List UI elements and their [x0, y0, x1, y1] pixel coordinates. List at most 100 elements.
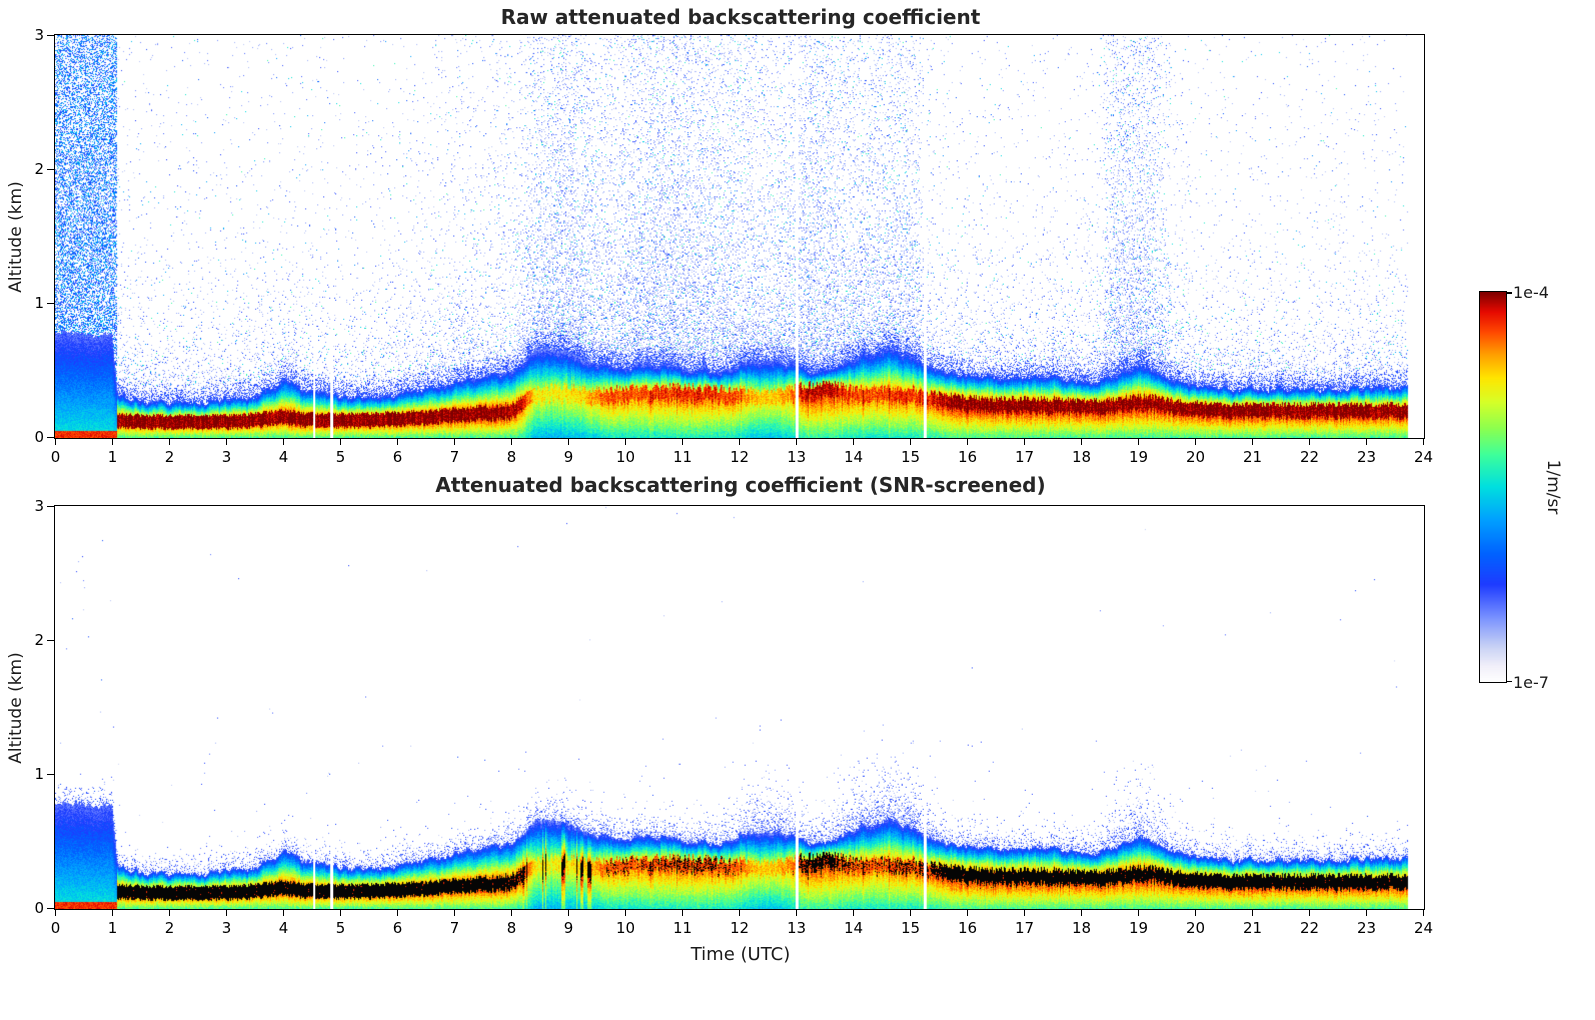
y-axis-label-raw: Altitude (km) — [6, 181, 26, 293]
x-tick — [168, 910, 171, 916]
x-tick-label: 4 — [278, 448, 289, 466]
y-tick — [47, 436, 54, 439]
x-tick — [54, 439, 57, 445]
y-tick-label: 1 — [34, 764, 44, 783]
colorbar-min-tick-label: 1e-7 — [1513, 673, 1549, 692]
x-tick-label: 7 — [449, 919, 460, 937]
x-tick-label: 2 — [164, 919, 175, 937]
x-tick-label: 3 — [221, 919, 232, 937]
x-tick — [567, 439, 570, 445]
panel-title-screened: Attenuated backscattering coefficient (S… — [435, 473, 1046, 497]
x-tick — [510, 910, 513, 916]
x-tick — [1023, 439, 1026, 445]
x-tick — [1308, 439, 1311, 445]
y-tick — [47, 34, 54, 37]
x-tick-label: 8 — [506, 448, 517, 466]
x-tick — [54, 910, 57, 916]
x-tick — [909, 439, 912, 445]
x-tick — [738, 910, 741, 916]
x-tick-label: 9 — [563, 919, 574, 937]
x-axis-label: Time (UTC) — [690, 944, 791, 965]
x-tick — [966, 439, 969, 445]
x-tick — [396, 910, 399, 916]
raw-heatmap-canvas — [55, 35, 1424, 438]
x-tick-label: 20 — [1185, 448, 1206, 466]
x-tick-label: 12 — [729, 919, 750, 937]
x-tick-label: 24 — [1413, 919, 1434, 937]
x-tick-label: 17 — [1014, 919, 1035, 937]
colorbar — [1479, 291, 1507, 683]
x-tick-label: 12 — [729, 448, 750, 466]
x-tick-label: 6 — [392, 448, 403, 466]
x-tick — [339, 910, 342, 916]
colorbar-units-label: 1/m/sr — [1543, 459, 1563, 515]
x-tick — [510, 439, 513, 445]
x-tick-label: 22 — [1299, 919, 1320, 937]
x-tick-label: 5 — [335, 448, 346, 466]
x-tick — [1137, 910, 1140, 916]
x-tick-label: 14 — [843, 448, 864, 466]
screened-heatmap-canvas — [55, 506, 1424, 909]
x-tick — [111, 439, 114, 445]
y-tick — [47, 907, 54, 910]
x-tick — [225, 910, 228, 916]
raw-plot-area — [54, 34, 1425, 439]
x-tick — [852, 910, 855, 916]
x-tick-label: 16 — [957, 919, 978, 937]
x-tick-label: 15 — [900, 919, 921, 937]
y-axis-label-screened: Altitude (km) — [6, 652, 26, 764]
x-tick — [1194, 910, 1197, 916]
y-tick-label: 3 — [34, 496, 44, 515]
x-tick-label: 7 — [449, 448, 460, 466]
x-tick — [681, 439, 684, 445]
x-tick — [1365, 439, 1368, 445]
x-tick-label: 0 — [50, 448, 61, 466]
x-tick — [453, 910, 456, 916]
x-tick-label: 21 — [1242, 448, 1263, 466]
colorbar-gradient-canvas — [1480, 292, 1506, 682]
x-tick — [852, 439, 855, 445]
y-tick-label: 0 — [34, 898, 44, 917]
x-tick-label: 11 — [672, 919, 693, 937]
x-tick-label: 18 — [1071, 919, 1092, 937]
x-tick-label: 23 — [1356, 448, 1377, 466]
x-tick-label: 10 — [615, 448, 636, 466]
x-tick — [567, 910, 570, 916]
x-tick-label: 18 — [1071, 448, 1092, 466]
x-tick-label: 20 — [1185, 919, 1206, 937]
x-tick-label: 22 — [1299, 448, 1320, 466]
x-tick — [966, 910, 969, 916]
x-tick — [339, 439, 342, 445]
x-tick — [1365, 910, 1368, 916]
x-tick — [1080, 910, 1083, 916]
x-tick-label: 10 — [615, 919, 636, 937]
x-tick-label: 0 — [50, 919, 61, 937]
x-tick — [168, 439, 171, 445]
x-tick — [1194, 439, 1197, 445]
x-tick — [1137, 439, 1140, 445]
x-tick-label: 19 — [1128, 919, 1149, 937]
x-tick-label: 9 — [563, 448, 574, 466]
x-tick — [396, 439, 399, 445]
y-tick — [47, 302, 54, 305]
x-tick — [1080, 439, 1083, 445]
x-tick-label: 15 — [900, 448, 921, 466]
x-tick — [1308, 910, 1311, 916]
x-tick — [738, 439, 741, 445]
y-tick — [47, 639, 54, 642]
x-tick-label: 21 — [1242, 919, 1263, 937]
x-tick — [1251, 910, 1254, 916]
x-tick — [282, 439, 285, 445]
y-tick — [47, 168, 54, 171]
x-tick-label: 1 — [107, 919, 118, 937]
x-tick-label: 4 — [278, 919, 289, 937]
x-tick-label: 13 — [786, 919, 807, 937]
x-tick — [1251, 439, 1254, 445]
x-tick-label: 23 — [1356, 919, 1377, 937]
x-tick — [624, 439, 627, 445]
x-tick — [624, 910, 627, 916]
x-tick-label: 6 — [392, 919, 403, 937]
x-tick — [795, 439, 798, 445]
screened-plot-area — [54, 505, 1425, 910]
y-tick-label: 1 — [34, 293, 44, 312]
